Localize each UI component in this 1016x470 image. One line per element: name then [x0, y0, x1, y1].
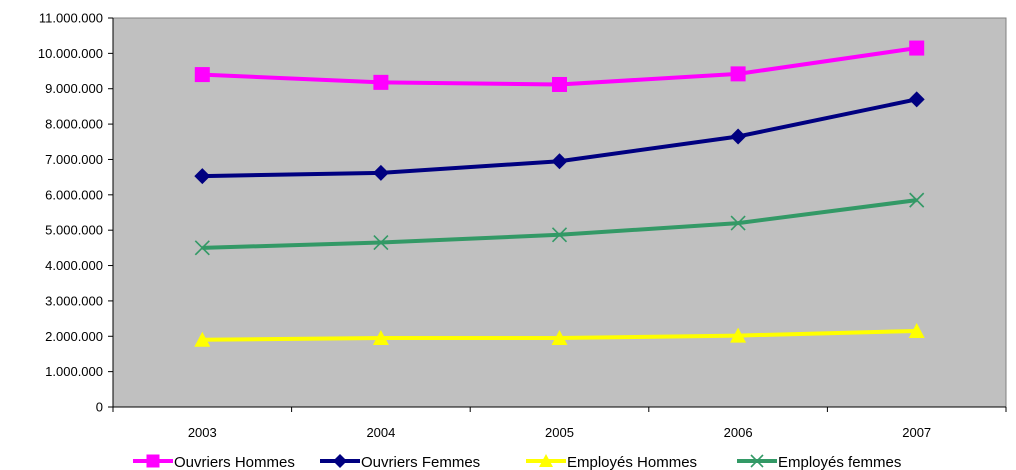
legend-swatch-marker [146, 454, 160, 468]
legend-label: Ouvriers Hommes [174, 454, 295, 470]
legend-swatch-marker [750, 454, 764, 468]
data-point-employes-femmes [551, 227, 568, 243]
series-ouvriers-femmes [194, 91, 925, 185]
data-point-employes-hommes [908, 322, 925, 338]
data-point-employes-hommes [551, 330, 568, 346]
data-point-employes-femmes [373, 234, 389, 251]
data-point-employes-femmes [730, 215, 746, 231]
x-tick-label: 2005 [545, 425, 574, 440]
data-point-employes-femmes [909, 192, 925, 208]
data-point-employes-hommes [194, 331, 211, 347]
legend-label: Ouvriers Femmes [361, 454, 480, 470]
data-point-ouvriers-femmes [372, 164, 389, 181]
y-tick-label: 10.000.000 [38, 46, 103, 61]
data-point-ouvriers-hommes [730, 66, 746, 82]
data-point-employes-hommes [372, 330, 389, 346]
series-layer [194, 40, 925, 347]
legend-item-ouvriers-hommes: Ouvriers Hommes [133, 454, 295, 470]
y-tick-label: 5.000.000 [45, 223, 103, 238]
data-point-ouvriers-femmes [551, 153, 568, 170]
x-tick-label: 2006 [724, 425, 753, 440]
legend-item-employes-femmes: Employés femmes [737, 454, 901, 470]
series-employes-femmes [194, 192, 925, 256]
legend-label: Employés Hommes [567, 454, 697, 470]
legend-swatch-marker [539, 454, 553, 467]
legend-item-ouvriers-femmes: Ouvriers Femmes [320, 454, 480, 470]
y-tick-label: 9.000.000 [45, 81, 103, 96]
data-point-ouvriers-hommes [373, 74, 389, 90]
axes: 0 1.000.000 2.000.000 3.000.000 4.000.000 5.0… [38, 11, 1007, 440]
y-tick-label: 3.000.000 [45, 293, 103, 308]
y-tick-label: 4.000.000 [45, 258, 103, 273]
x-tick-label: 2004 [366, 425, 395, 440]
data-point-ouvriers-hommes [194, 67, 210, 83]
data-point-employes-femmes [194, 240, 210, 256]
data-point-ouvriers-femmes [730, 128, 747, 145]
y-tick-label: 0 [96, 400, 103, 415]
y-tick-label: 6.000.000 [45, 187, 103, 202]
y-tick-label: 7.000.000 [45, 152, 103, 167]
legend-swatch-marker [333, 454, 347, 468]
y-tick-label: 1.000.000 [45, 364, 103, 379]
series-ouvriers-hommes [194, 40, 925, 92]
legend-label: Employés femmes [778, 454, 901, 470]
data-point-ouvriers-hommes [909, 40, 925, 56]
y-tick-label: 11.000.000 [39, 11, 103, 26]
y-tick-label: 2.000.000 [45, 329, 103, 344]
legend-item-employes-hommes: Employés Hommes [526, 454, 697, 470]
data-point-ouvriers-femmes [908, 91, 925, 108]
data-point-ouvriers-femmes [194, 168, 211, 185]
data-point-employes-hommes [730, 327, 747, 343]
data-point-ouvriers-hommes [552, 76, 567, 92]
series-employes-hommes [194, 322, 925, 347]
y-tick-label: 8.000.000 [45, 117, 103, 132]
legend: Ouvriers Hommes Ouvriers Femmes Employés H… [133, 454, 901, 470]
x-tick-label: 2007 [902, 425, 931, 440]
x-tick-label: 2003 [188, 425, 217, 440]
